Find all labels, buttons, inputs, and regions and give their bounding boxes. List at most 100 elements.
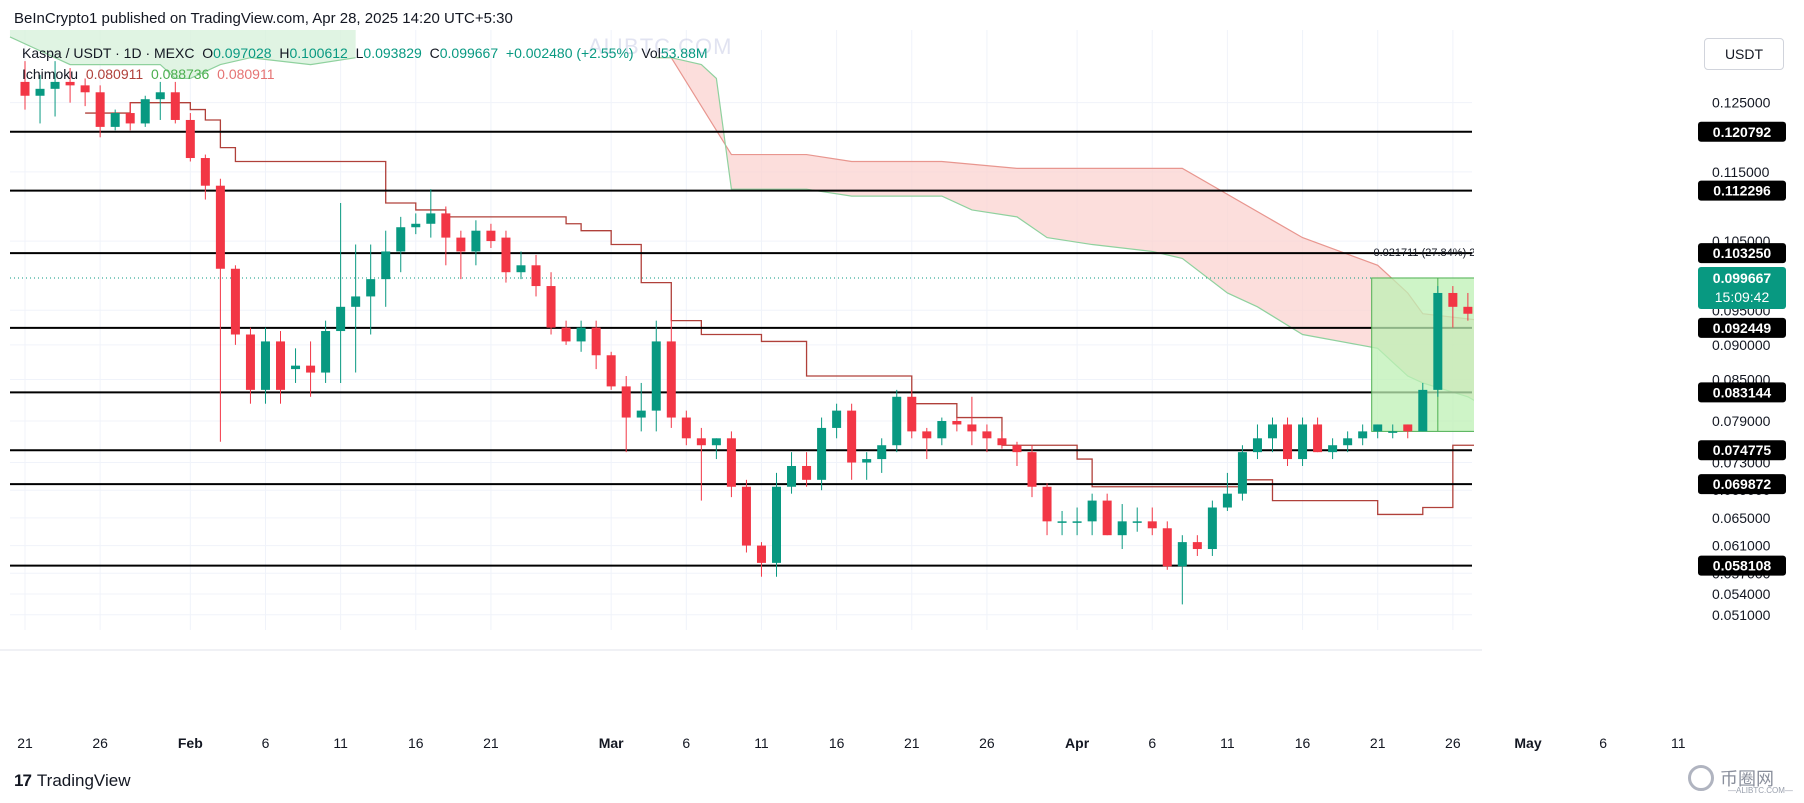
level-label-box: [1698, 382, 1786, 403]
legend-ichimoku: Ichimoku 0.080911 0.088736 0.080911: [22, 66, 275, 82]
candle-body: [847, 410, 857, 463]
measure-label: 0.021711 (27.84%) 21,711: [1373, 247, 1502, 259]
level-label-box: [1698, 180, 1786, 201]
candle-body: [1072, 521, 1082, 523]
coin-ring-icon: [1688, 765, 1714, 791]
corner-watermark-logo: 币圈网 —ALIBTC.COM—: [1688, 756, 1798, 800]
indicator-name[interactable]: Ichimoku: [22, 66, 79, 82]
candle-body: [1237, 452, 1247, 494]
time-tick-label: 6: [1599, 735, 1607, 751]
candle-body: [982, 431, 992, 439]
level-label-box: [1698, 121, 1786, 142]
time-tick-label: 11: [754, 735, 769, 751]
level-label: 0.103250: [1713, 245, 1772, 261]
candle-body: [140, 99, 150, 124]
current-price-box: [1698, 266, 1786, 309]
time-tick-label: 26: [1445, 735, 1461, 751]
candle-body: [1057, 521, 1067, 523]
tradingview-logo-icon: 17: [14, 771, 32, 790]
time-axis: 21 26 Feb 6 11 16 21 Mar 6 11 16 21 26 Apr 6 11 16 21 26 Ma…: [0, 649, 1686, 751]
candle-body: [245, 334, 255, 390]
candle-body: [20, 81, 30, 96]
candle-body: [516, 265, 526, 273]
candle-body: [1358, 431, 1368, 439]
ichimoku-value-2: 0.088736: [150, 66, 210, 82]
candle-body: [1147, 521, 1157, 529]
candle-body: [1433, 292, 1443, 390]
candle-body: [576, 327, 586, 342]
candle-body: [862, 459, 872, 463]
candle-body: [306, 365, 316, 373]
candle-body: [772, 486, 781, 563]
legend-symbol[interactable]: Kaspa / USDT · 1D · MEXC: [22, 45, 195, 61]
candle-body: [366, 279, 376, 297]
level-label-box: [1698, 440, 1786, 461]
candle-body: [35, 88, 45, 96]
candle-body: [832, 410, 842, 428]
candle-body: [1463, 306, 1473, 314]
price-tick-label: 0.125000: [1712, 95, 1771, 111]
candle-body: [1343, 438, 1353, 446]
watermark: ALIBTC.COM: [588, 34, 733, 59]
candle-body: [441, 213, 451, 238]
candle-body: [501, 237, 511, 273]
candle-body: [110, 113, 120, 127]
candle-body: [606, 355, 616, 387]
tradingview-logo[interactable]: 17 TradingView: [14, 771, 130, 791]
level-label-box: [1698, 555, 1786, 576]
candle-body: [411, 223, 421, 228]
support-resistance-lines: [10, 130, 1472, 567]
grid: [10, 30, 1679, 630]
candle-body: [696, 438, 706, 446]
time-tick-label: 16: [408, 735, 424, 751]
candle-body: [802, 465, 812, 480]
corner-brand: 币圈网: [1720, 769, 1774, 789]
candle-body: [426, 213, 436, 224]
candle-body: [276, 341, 286, 390]
price-tick-label: 0.115000: [1712, 164, 1770, 180]
level-label: 0.083144: [1713, 384, 1772, 400]
countdown-label: 15:09:42: [1715, 289, 1770, 305]
candle-body: [1222, 493, 1232, 508]
candle-body: [1388, 431, 1398, 433]
candle-body: [351, 296, 361, 307]
candle-body: [787, 465, 797, 487]
price-tick-label: 0.051000: [1712, 607, 1771, 623]
time-axis-bg: [0, 650, 1482, 684]
candle-body: [486, 230, 496, 242]
time-tick-label: May: [1514, 735, 1541, 751]
corner-sub: —ALIBTC.COM—: [1728, 786, 1793, 795]
candle-body: [1418, 389, 1428, 432]
candle-body: [711, 438, 721, 446]
candle-body: [1328, 445, 1338, 453]
level-label: 0.069872: [1713, 476, 1772, 492]
candle-body: [922, 431, 932, 439]
tenkan-sen: [85, 102, 1619, 516]
candle-body: [1117, 521, 1127, 536]
candle-body: [381, 251, 391, 280]
candle-body: [125, 113, 135, 124]
time-tick-label: 26: [92, 735, 108, 751]
legend-open: 0.097028: [213, 45, 272, 61]
current-price-label: 0.099667: [1713, 270, 1772, 286]
legend-close: 0.099667: [439, 45, 499, 61]
candle-body: [471, 230, 481, 252]
legend-high: 0.100612: [289, 45, 348, 61]
candle-body: [396, 227, 406, 252]
currency-selector[interactable]: USDT: [1704, 38, 1784, 70]
candle-body: [636, 410, 646, 418]
candle-body: [666, 341, 676, 418]
candle-body: [1027, 452, 1037, 487]
candle-body: [456, 237, 466, 252]
candle-body: [215, 185, 225, 269]
candle-body: [170, 92, 180, 120]
time-tick-label: 11: [333, 735, 348, 751]
level-label-box: [1698, 243, 1786, 264]
candle-body: [651, 341, 661, 411]
ichimoku-value-1: 0.080911: [85, 66, 144, 82]
candle-body: [155, 92, 165, 100]
time-tick-label: 16: [1295, 735, 1311, 751]
candle-body: [817, 427, 827, 480]
candle-body: [741, 486, 751, 546]
